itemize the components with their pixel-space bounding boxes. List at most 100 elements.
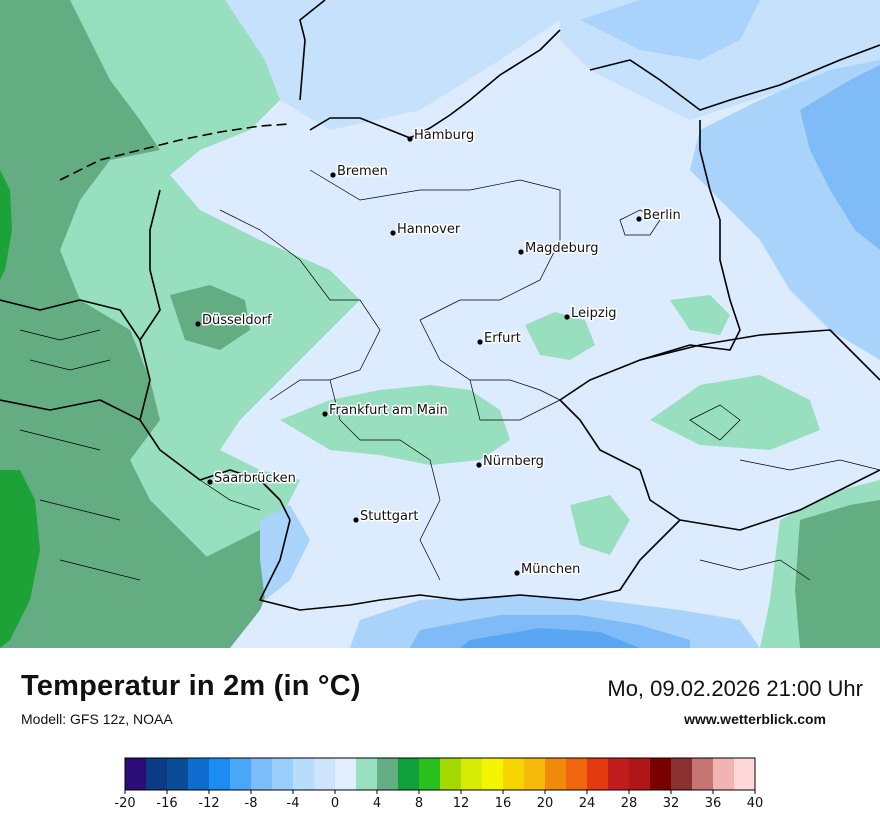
country-borders bbox=[0, 0, 880, 611]
city-label-frankfurt-am-main: Frankfurt am Main bbox=[329, 403, 448, 418]
city-dot-bremen bbox=[330, 172, 336, 178]
legend-swatch bbox=[671, 758, 693, 790]
legend-swatch bbox=[545, 758, 567, 790]
legend-swatch bbox=[398, 758, 420, 790]
east-colder-area bbox=[800, 65, 880, 250]
state-border-south bbox=[329, 379, 441, 581]
site-link[interactable]: www.wetterblick.com bbox=[684, 711, 826, 727]
north-sea-area bbox=[225, 0, 560, 130]
west-coastline bbox=[59, 123, 291, 181]
legend-tick-label: 28 bbox=[621, 796, 638, 811]
legend-tick-label: 4 bbox=[373, 796, 381, 811]
city-label-hamburg: Hamburg bbox=[414, 128, 474, 143]
legend-swatch bbox=[440, 758, 462, 790]
city-dot-frankfurt-am-main bbox=[322, 411, 328, 417]
city-label-magdeburg: Magdeburg bbox=[525, 241, 599, 256]
state-border-central bbox=[419, 319, 561, 401]
south-green-patch bbox=[570, 495, 630, 555]
city-label-bremen: Bremen bbox=[337, 164, 388, 179]
belgium-border bbox=[0, 299, 141, 341]
legend-tick-label: 24 bbox=[579, 796, 596, 811]
legend-swatch bbox=[587, 758, 609, 790]
southeast-dark-green bbox=[795, 500, 880, 648]
legend-swatch bbox=[314, 758, 336, 790]
city-dot-m-nchen bbox=[514, 570, 520, 576]
model-info: Modell: GFS 12z, NOAA bbox=[21, 711, 173, 727]
czech-east-border bbox=[739, 459, 880, 471]
legend-swatch bbox=[629, 758, 651, 790]
legend-tick-label: -8 bbox=[245, 796, 258, 811]
legend-swatch bbox=[692, 758, 714, 790]
city-label-hannover: Hannover bbox=[397, 222, 461, 237]
legend-swatch bbox=[524, 758, 546, 790]
legend-tick-label: 0 bbox=[331, 796, 339, 811]
legend-swatch bbox=[188, 758, 210, 790]
city-dot-erfurt bbox=[477, 339, 483, 345]
legend-swatch bbox=[566, 758, 588, 790]
legend-swatch bbox=[209, 758, 231, 790]
alps-coldest-area bbox=[460, 628, 640, 648]
city-dot-leipzig bbox=[564, 314, 570, 320]
city-dot-magdeburg bbox=[518, 249, 524, 255]
west-region-borders bbox=[19, 329, 141, 581]
city-dot-hannover bbox=[390, 230, 396, 236]
state-border-north bbox=[309, 169, 561, 321]
legend-tick-label: 32 bbox=[663, 796, 680, 811]
city-label-n-rnberg: Nürnberg bbox=[483, 454, 544, 469]
state-border-west bbox=[219, 209, 381, 401]
legend-tick-label: 20 bbox=[537, 796, 554, 811]
legend-swatch bbox=[251, 758, 273, 790]
city-dot-d-sseldorf bbox=[195, 321, 201, 327]
map-title: Temperatur in 2m (in °C) bbox=[21, 670, 361, 702]
legend-swatch bbox=[650, 758, 672, 790]
legend-swatch bbox=[419, 758, 441, 790]
legend-swatch bbox=[503, 758, 525, 790]
color-legend: -20 -16 -12 -8 -4 0 4 8 12 16 20 24 28 32 36 40 bbox=[114, 757, 764, 811]
east-green-patch bbox=[670, 295, 730, 335]
legend-tick-label: 12 bbox=[453, 796, 470, 811]
state-border-saar bbox=[199, 479, 261, 511]
legend-swatch bbox=[461, 758, 483, 790]
city-dot-n-rnberg bbox=[476, 462, 482, 468]
legend-tick-label: -16 bbox=[156, 796, 177, 811]
legend-tick-label: 36 bbox=[705, 796, 722, 811]
city-dot-stuttgart bbox=[353, 517, 359, 523]
state-borders bbox=[19, 169, 880, 581]
city-label-berlin: Berlin bbox=[643, 208, 681, 223]
city-dot-hamburg bbox=[407, 136, 413, 142]
austria-border bbox=[679, 469, 880, 531]
temperature-map[interactable]: Hamburg Bremen Hannover Berlin Magdeburg Düss… bbox=[0, 0, 880, 648]
legend-swatch bbox=[167, 758, 189, 790]
legend-swatch bbox=[293, 758, 315, 790]
legend-swatch bbox=[377, 758, 399, 790]
legend-tick-label: -12 bbox=[198, 796, 219, 811]
footer: Temperatur in 2m (in °C) Modell: GFS 12z… bbox=[0, 648, 880, 830]
legend-tick-label: 16 bbox=[495, 796, 512, 811]
legend-swatch bbox=[734, 758, 756, 790]
forecast-datetime: Mo, 09.02.2026 21:00 Uhr bbox=[607, 676, 863, 701]
germany-east-border bbox=[559, 120, 741, 521]
city-dot-saarbr-cken bbox=[207, 479, 213, 485]
legend-swatch bbox=[125, 758, 147, 790]
city-label-leipzig: Leipzig bbox=[571, 306, 617, 321]
city-label-erfurt: Erfurt bbox=[484, 331, 521, 346]
north-coastline bbox=[299, 0, 561, 139]
legend-frame bbox=[124, 757, 756, 791]
legend-tick-label: 40 bbox=[747, 796, 764, 811]
legend-swatch bbox=[713, 758, 735, 790]
czech-border bbox=[639, 329, 880, 381]
west-bright-green bbox=[0, 170, 12, 280]
west-dark-green-area bbox=[0, 0, 210, 648]
map-canvas: Hamburg Bremen Hannover Berlin Magdeburg Düss… bbox=[0, 0, 880, 648]
state-border-east bbox=[469, 379, 561, 421]
city-label-saarbr-cken: Saarbrücken bbox=[214, 471, 296, 486]
legend-swatch bbox=[146, 758, 168, 790]
france-border bbox=[0, 399, 141, 421]
southwest-dark-green bbox=[190, 530, 280, 648]
legend-swatch bbox=[272, 758, 294, 790]
city-dot-berlin bbox=[636, 216, 642, 222]
northeast-cold-patch bbox=[580, 0, 760, 60]
city-label-m-nchen: München bbox=[521, 562, 580, 577]
state-border-berlin bbox=[619, 209, 661, 236]
southwest-bright-green bbox=[0, 470, 40, 648]
